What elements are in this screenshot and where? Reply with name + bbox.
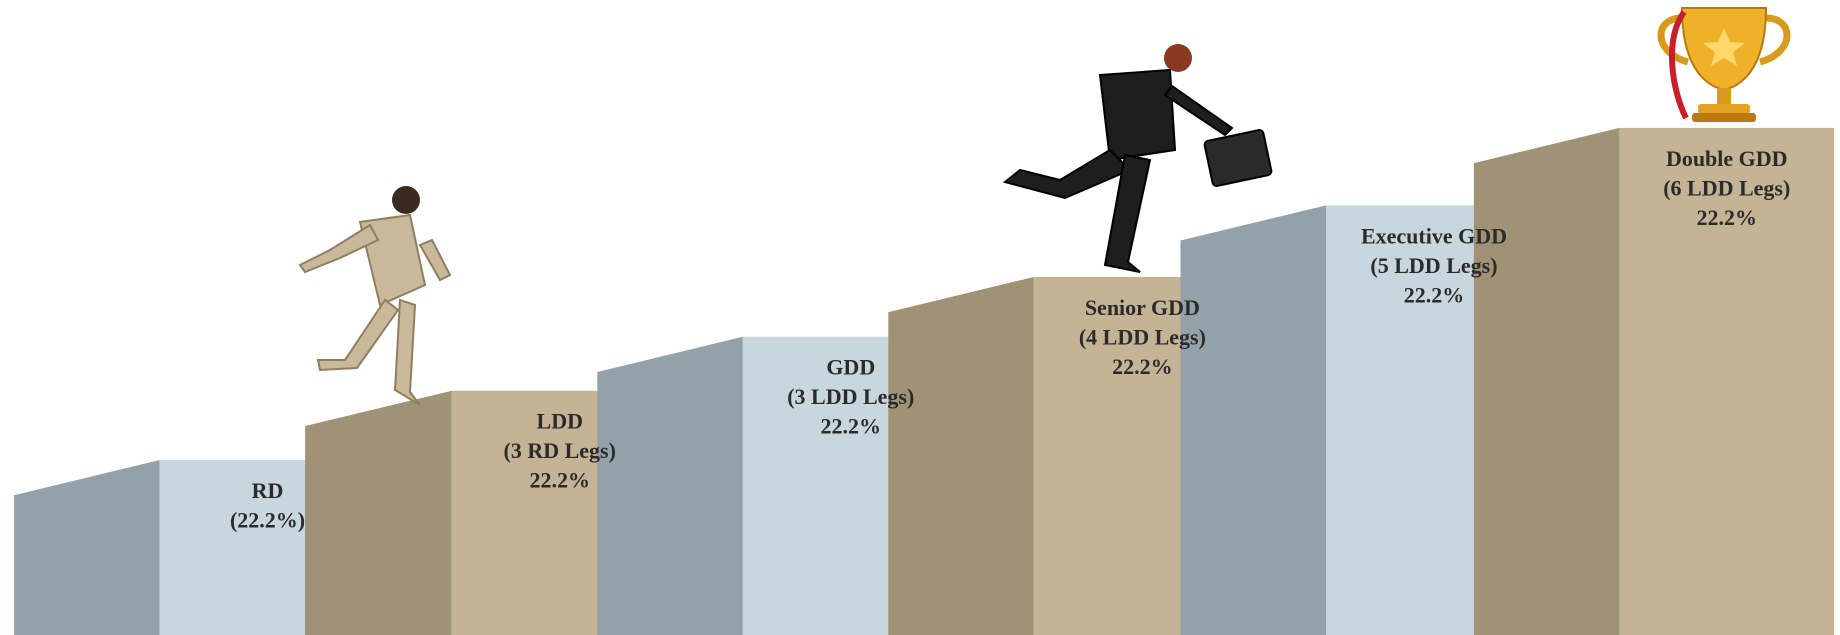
step-label: 22.2%	[1697, 205, 1758, 230]
step-label: 22.2%	[821, 414, 882, 439]
step-label: (4 LDD Legs)	[1079, 324, 1206, 349]
step-side	[1474, 128, 1620, 635]
step-label: GDD	[826, 355, 875, 380]
step-label: (3 RD Legs)	[504, 438, 616, 463]
step-label: 22.2%	[1404, 282, 1465, 307]
step-label: (3 LDD Legs)	[787, 384, 914, 409]
step-label: 22.2%	[529, 468, 590, 493]
step-side	[14, 460, 160, 635]
runner-figure	[300, 186, 450, 405]
step-side	[888, 277, 1034, 635]
step-side	[305, 391, 452, 635]
step-side	[1181, 205, 1327, 635]
step-label: (6 LDD Legs)	[1663, 175, 1790, 200]
step-label: LDD	[537, 409, 583, 434]
step-label: RD	[252, 478, 284, 503]
step-label: (5 LDD Legs)	[1370, 253, 1497, 278]
step-side	[597, 337, 743, 635]
step-label: Double GDD	[1666, 146, 1788, 171]
step-label: Executive GDD	[1361, 223, 1507, 248]
trophy-icon	[1661, 8, 1787, 122]
steps	[14, 128, 1834, 635]
step-label: 22.2%	[1112, 354, 1173, 379]
step-label: Senior GDD	[1085, 295, 1200, 320]
staircase-diagram: RD (22.2%) LDD (3 RD Legs) 22.2% GDD (3 LDD Le…	[0, 0, 1840, 635]
page: {"steps": [ {"lines": ["RD", "(22.2%)"]}…	[0, 0, 1840, 635]
step-label: (22.2%)	[230, 507, 305, 532]
